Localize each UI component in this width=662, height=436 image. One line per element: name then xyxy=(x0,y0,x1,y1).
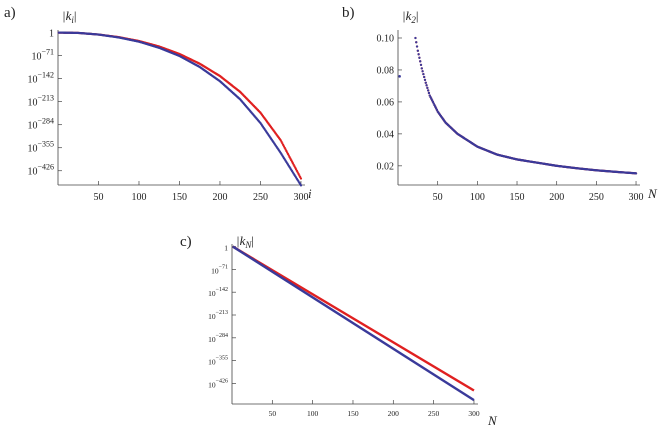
data-point xyxy=(421,70,424,73)
data-point xyxy=(416,49,419,52)
data-point xyxy=(419,63,423,66)
y-tick-label: 10−213 xyxy=(208,310,228,321)
y-tick-label: 10−71 xyxy=(211,264,228,275)
y-axis-label: |k2| xyxy=(402,8,418,25)
y-tick-label: 10−284 xyxy=(208,333,228,344)
data-point xyxy=(415,41,418,44)
data-point xyxy=(427,91,431,95)
y-tick-label: 10−284 xyxy=(27,117,54,132)
y-axis-label: |ki| xyxy=(62,8,76,25)
y-tick-label: 1 xyxy=(224,244,228,253)
x-tick-label: 250 xyxy=(253,192,268,203)
panel-label: c) xyxy=(180,234,192,250)
y-tick-label: 10−71 xyxy=(31,48,54,63)
x-axis-label: i xyxy=(308,186,312,201)
y-tick-label: 10−142 xyxy=(208,287,228,298)
chart-panel-2: b) N |k2| 50 100 150 200 250 300 0.02 0.04 0.06 0.08… xyxy=(342,5,658,203)
y-tick-label: 10−213 xyxy=(27,94,54,109)
y-tick-label: 1 xyxy=(49,29,54,40)
series-line-2 xyxy=(232,245,475,402)
y-tick-label: 0.08 xyxy=(377,65,395,76)
y-tick-label: 0.04 xyxy=(377,129,395,140)
y-tick-label: 0.06 xyxy=(377,97,395,108)
data-point xyxy=(427,89,430,92)
chart-panel-3: c) N |kN| 50 100 150 200 250 300 1 10−71 10−142 10−2… xyxy=(180,233,498,428)
data-point xyxy=(422,72,425,76)
data-point xyxy=(299,184,303,187)
x-tick-label: 200 xyxy=(549,192,564,203)
x-tick-label: 100 xyxy=(307,409,319,418)
series-2 xyxy=(57,31,303,187)
y-tick-label: 10−426 xyxy=(208,378,228,389)
x-tick-label: 200 xyxy=(212,192,227,203)
x-axis-label: N xyxy=(647,186,658,201)
series-1 xyxy=(57,31,303,180)
data-point xyxy=(299,177,303,180)
series-2 xyxy=(414,36,638,175)
x-tick-label: 50 xyxy=(93,192,103,203)
series-1 xyxy=(414,36,638,175)
data-point xyxy=(419,60,422,63)
data-point xyxy=(425,84,428,87)
y-axis-label: |kN| xyxy=(236,233,254,250)
y-tick-label: 0.02 xyxy=(377,161,395,172)
x-tick-label: 50 xyxy=(269,409,277,418)
y-tick-label: 10−355 xyxy=(208,356,228,367)
x-axis-label: N xyxy=(487,413,498,428)
series-line-1 xyxy=(232,245,475,392)
data-point xyxy=(414,36,417,40)
x-tick-label: 100 xyxy=(131,192,146,203)
data-point xyxy=(417,53,420,56)
x-tick-label: 300 xyxy=(293,192,308,203)
x-tick-label: 100 xyxy=(470,192,485,203)
y-tick-label: 10−355 xyxy=(27,140,54,155)
panel-label: a) xyxy=(4,5,16,21)
y-tick-label: 0.10 xyxy=(377,33,395,44)
y-tick-label: 10−142 xyxy=(27,71,54,86)
data-point xyxy=(423,75,426,79)
data-point xyxy=(415,45,419,48)
data-point xyxy=(634,172,638,175)
chart-panel-1: a) i |ki| 50 100 150 200 250 300 1 10−71 10−142 10−2… xyxy=(4,5,312,203)
x-tick-label: 50 xyxy=(433,192,443,203)
x-tick-label: 150 xyxy=(510,192,525,203)
panel-label: b) xyxy=(342,5,355,21)
x-tick-label: 150 xyxy=(172,192,187,203)
y-tick-label: 10−426 xyxy=(27,163,54,178)
data-point xyxy=(418,56,421,59)
data-point xyxy=(423,78,427,82)
data-point xyxy=(424,81,427,84)
x-tick-label: 200 xyxy=(388,409,400,418)
x-tick-label: 300 xyxy=(629,192,644,203)
data-point xyxy=(420,67,423,70)
outlier-point xyxy=(398,75,401,78)
x-tick-label: 150 xyxy=(347,409,359,418)
x-tick-label: 300 xyxy=(468,409,480,418)
data-point xyxy=(426,86,429,89)
x-tick-label: 250 xyxy=(589,192,604,203)
x-tick-label: 250 xyxy=(428,409,440,418)
